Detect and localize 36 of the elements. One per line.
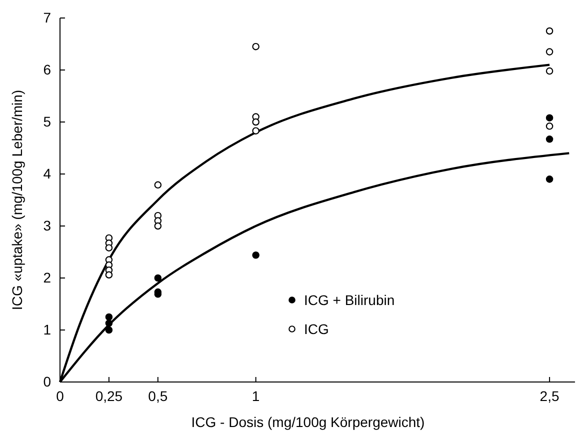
- x-tick-label: 2,5: [540, 388, 560, 404]
- point: [105, 320, 113, 327]
- y-tick-label: 6: [43, 61, 52, 78]
- point: [154, 181, 162, 189]
- y-tick-label: 2: [43, 269, 52, 286]
- point: [252, 127, 260, 134]
- y-tick-label: 1: [43, 321, 52, 338]
- point: [105, 313, 113, 321]
- point: [105, 271, 113, 279]
- point: [252, 118, 260, 126]
- point: [105, 326, 113, 334]
- x-tick-label: 0: [56, 388, 64, 404]
- y-tick-label: 7: [43, 9, 52, 26]
- point: [546, 114, 554, 122]
- y-tick-label: 5: [43, 113, 52, 130]
- x-axis-title: ICG - Dosis (mg/100g Körpergewicht): [191, 414, 425, 430]
- y-tick-label: 3: [43, 217, 52, 234]
- point: [546, 67, 554, 75]
- point: [154, 222, 162, 230]
- point: [252, 42, 260, 50]
- point: [154, 274, 162, 282]
- x-tick-label: 1: [252, 388, 260, 404]
- y-axis-title: ICG «uptake» (mg/100g Leber/min): [9, 90, 25, 310]
- point: [546, 122, 554, 130]
- legend-label: ICG: [304, 321, 329, 337]
- point: [546, 27, 554, 35]
- point: [105, 244, 113, 252]
- y-tick-label: 4: [43, 165, 52, 182]
- point: [546, 176, 554, 183]
- point: [546, 48, 554, 56]
- point: [252, 251, 260, 259]
- point: [546, 136, 554, 143]
- legend-label: ICG + Bilirubin: [304, 292, 395, 308]
- y-tick-label: 0: [43, 373, 52, 390]
- x-tick-label: 0,25: [95, 388, 123, 404]
- x-tick-label: 0,5: [148, 388, 168, 404]
